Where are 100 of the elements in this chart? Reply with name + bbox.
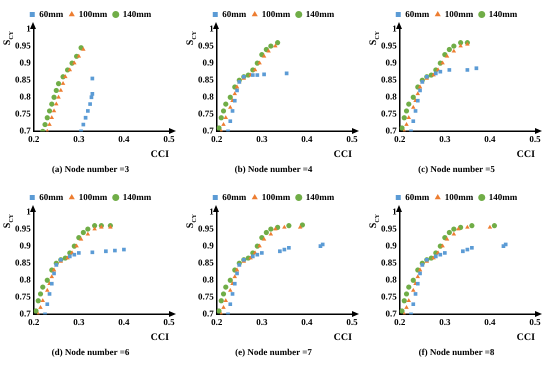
point bbox=[414, 109, 418, 113]
x-tick-label: 0.3 bbox=[439, 317, 451, 328]
point bbox=[63, 74, 68, 78]
point bbox=[76, 54, 82, 58]
point bbox=[81, 46, 86, 51]
point bbox=[38, 291, 44, 297]
point bbox=[228, 94, 233, 100]
point bbox=[80, 230, 86, 236]
point bbox=[38, 304, 43, 309]
point bbox=[224, 115, 228, 120]
point bbox=[402, 115, 407, 120]
y-tick-label: 1 bbox=[209, 206, 214, 216]
x-tick-label: 0.4 bbox=[118, 134, 130, 144]
y-tick-label: 0.75 bbox=[198, 292, 214, 302]
point bbox=[90, 250, 94, 254]
point bbox=[228, 288, 233, 292]
y-tick-label: 0.9 bbox=[202, 57, 214, 68]
legend-label: 100mm bbox=[78, 192, 108, 202]
point bbox=[442, 251, 447, 255]
point bbox=[50, 282, 54, 286]
x-axis-title: CCI bbox=[150, 332, 170, 343]
legend-label: 60mm bbox=[405, 192, 430, 202]
point bbox=[220, 108, 226, 114]
x-tick-label: 0.2 bbox=[211, 317, 223, 328]
point bbox=[414, 292, 418, 296]
y-tick-label: 0.8 bbox=[386, 274, 398, 285]
point bbox=[74, 244, 79, 248]
point bbox=[287, 246, 291, 250]
point bbox=[216, 125, 222, 131]
legend-label: 140mm bbox=[488, 8, 518, 19]
point bbox=[451, 226, 456, 232]
y-tick-label: 0.75 bbox=[198, 108, 214, 119]
point bbox=[113, 248, 117, 252]
text: (f) Node number =8 bbox=[418, 346, 495, 357]
point bbox=[48, 292, 52, 296]
point bbox=[404, 304, 409, 309]
y-tick-label: 0.75 bbox=[381, 292, 398, 302]
point bbox=[40, 284, 46, 290]
point bbox=[469, 223, 474, 228]
point bbox=[474, 66, 478, 70]
point bbox=[440, 244, 445, 248]
y-tick-label: 0.7 bbox=[202, 126, 214, 136]
point bbox=[220, 291, 226, 297]
point bbox=[268, 226, 274, 232]
point bbox=[488, 224, 492, 229]
point bbox=[34, 308, 39, 314]
x-tick-label: 0.5 bbox=[163, 134, 176, 144]
x-tick-label: 0.3 bbox=[439, 134, 451, 144]
point bbox=[45, 302, 50, 306]
point bbox=[122, 248, 126, 252]
point bbox=[223, 101, 228, 107]
point bbox=[42, 122, 48, 128]
y-tick-label: 0.85 bbox=[198, 258, 214, 268]
point bbox=[232, 282, 237, 286]
point bbox=[60, 81, 66, 85]
point bbox=[402, 298, 407, 304]
point bbox=[47, 122, 52, 126]
legend-label: 60mm bbox=[39, 192, 64, 202]
point bbox=[46, 108, 52, 114]
y-tick-label: 0.95 bbox=[15, 40, 32, 50]
point bbox=[234, 84, 240, 88]
point bbox=[461, 249, 465, 254]
point bbox=[36, 298, 41, 304]
point bbox=[406, 284, 412, 290]
point bbox=[446, 46, 452, 52]
point bbox=[411, 104, 416, 109]
point bbox=[44, 278, 50, 283]
x-axis-title: CCI bbox=[334, 148, 352, 160]
point bbox=[250, 73, 255, 77]
point bbox=[224, 298, 228, 302]
point bbox=[86, 109, 90, 113]
legend-label: 100mm bbox=[444, 8, 474, 19]
x-axis-title: CCI bbox=[516, 148, 536, 160]
point bbox=[228, 278, 233, 283]
point bbox=[104, 249, 108, 254]
legend-label: 60mm bbox=[222, 8, 247, 19]
point bbox=[221, 304, 226, 309]
point bbox=[252, 67, 258, 72]
point bbox=[232, 98, 237, 103]
point bbox=[410, 278, 416, 283]
point bbox=[404, 108, 410, 114]
point bbox=[298, 224, 302, 229]
x-tick-label: 0.5 bbox=[346, 317, 358, 328]
point bbox=[228, 119, 232, 123]
point bbox=[268, 232, 274, 236]
point bbox=[282, 248, 286, 252]
text: (e) Node number =7 bbox=[235, 346, 312, 357]
point bbox=[50, 115, 54, 120]
x-tick-label: 0.5 bbox=[163, 317, 176, 328]
y-tick-label: 0.75 bbox=[15, 108, 32, 119]
y-tick-label: 0.9 bbox=[386, 57, 398, 68]
point bbox=[250, 254, 255, 258]
point bbox=[49, 101, 54, 107]
point bbox=[444, 54, 450, 58]
point bbox=[273, 43, 278, 48]
point bbox=[418, 267, 422, 272]
point bbox=[452, 48, 456, 52]
point bbox=[228, 302, 232, 306]
point bbox=[260, 251, 264, 255]
point bbox=[400, 125, 405, 131]
